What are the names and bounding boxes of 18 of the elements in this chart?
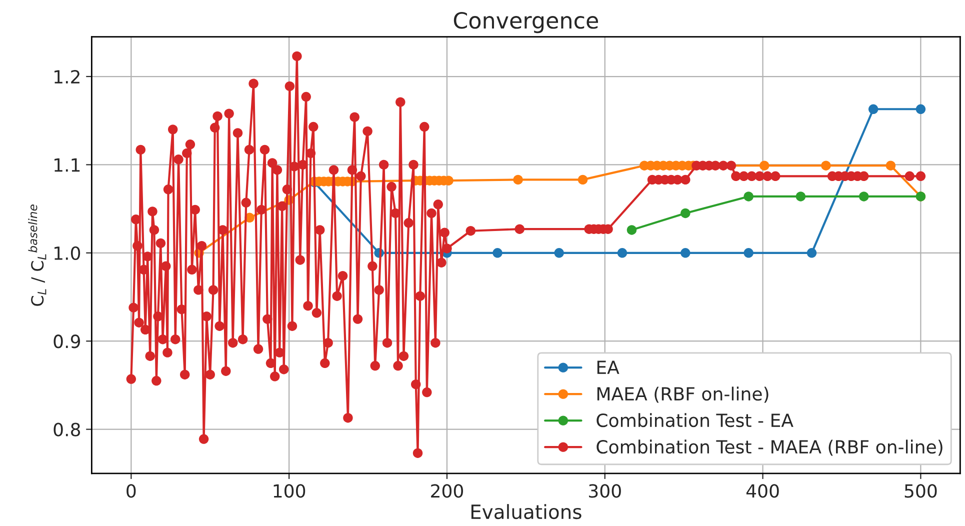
y-tick-label: 0.9 — [54, 334, 80, 348]
legend-label: Combination Test - EA — [596, 413, 794, 428]
x-tick-label: 200 — [431, 484, 464, 498]
y-tick-label: 1.1 — [54, 158, 80, 172]
x-tick-label: 0 — [126, 484, 136, 498]
x-tick-label: 300 — [589, 484, 621, 498]
x-tick-label: 500 — [904, 484, 937, 498]
y-tick-label: 1.0 — [54, 246, 80, 260]
legend-label: EA — [597, 360, 620, 374]
x-tick-label: 400 — [746, 484, 779, 498]
y-tick-label: 1.2 — [54, 70, 80, 84]
x-axis-title: Evaluations — [471, 504, 582, 520]
y-tick-label: 0.8 — [54, 422, 80, 436]
legend-label: Combination Test - MAEA (RBF on-line) — [596, 440, 942, 456]
y-axis-title: C$_{L}$ / C$_{L}$$^{baseline}$ — [28, 204, 46, 306]
x-tick-label: 100 — [274, 484, 306, 498]
legend-label: MAEA (RBF on-line) — [597, 386, 768, 403]
chart-title: Convergence — [454, 12, 598, 34]
